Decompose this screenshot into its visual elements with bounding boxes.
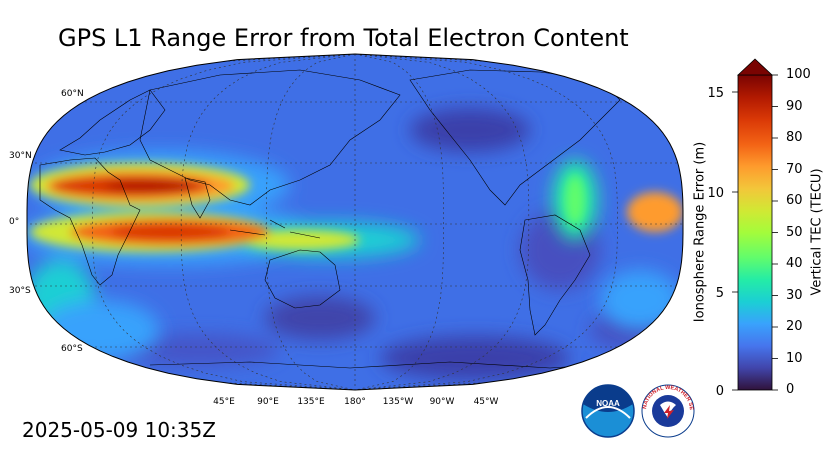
tec-tick-label: 30 [786, 287, 803, 303]
tec-tick-label: 50 [786, 224, 803, 240]
longitude-gridline [92, 54, 356, 390]
lon-label-90w: 90°W [429, 397, 455, 407]
lon-label-135e: 135°E [297, 397, 325, 407]
map-boundary [26, 53, 684, 391]
europe-coastline [59, 89, 166, 156]
tec-axis-label: Vertical TEC (TECU) [809, 168, 825, 296]
longitude-gridline [266, 54, 356, 390]
range-error-tick: 15 [707, 86, 724, 101]
lat-label-30s: 30°S [9, 286, 31, 296]
lat-label-30n: 30°N [9, 151, 32, 161]
africa-coastline [39, 157, 141, 286]
tec-tick-label: 20 [786, 319, 803, 334]
tec-tick-label: 70 [786, 161, 803, 177]
colorbar-left-ticks [732, 91, 738, 391]
page-title: GPS L1 Range Error from Total Electron C… [58, 24, 629, 52]
australia-coastline [264, 249, 341, 309]
tec-tick-label: 40 [786, 256, 803, 271]
noaa-logo: NOAA [581, 384, 635, 438]
colorbar-right-ticks [772, 74, 778, 391]
longitude-gridline [180, 54, 356, 390]
tec-tick-label: 60 [786, 193, 803, 208]
lon-label-180: 180° [344, 397, 366, 407]
timestamp: 2025-05-09 10:35Z [22, 418, 216, 442]
longitude-gridline [354, 54, 618, 390]
range-error-tick: 10 [707, 186, 724, 201]
longitude-gridline [354, 54, 530, 390]
lon-label-90e: 90°E [257, 397, 279, 407]
asia-coastline [139, 69, 401, 206]
lat-label-60s: 60°S [61, 344, 83, 354]
noaa-logo-text: NOAA [596, 399, 620, 408]
tec-tick-label: 100 [786, 67, 811, 82]
lon-label-45e: 45°E [213, 397, 235, 407]
high-tec-regions [30, 163, 683, 252]
tec-tick-label: 0 [786, 382, 795, 397]
tec-tick-label: 90 [786, 98, 803, 114]
tec-tick-label: 80 [786, 130, 803, 145]
lat-label-0: 0° [9, 217, 20, 227]
tec-tick-label: 10 [786, 350, 803, 366]
south-america-coastline [519, 214, 591, 336]
colorbar [732, 58, 778, 391]
colorbar-gradient [737, 74, 773, 391]
range-error-tick: 0 [715, 384, 724, 399]
lon-label-135w: 135°W [382, 397, 414, 407]
colorbar-extend-arrow [736, 58, 774, 76]
range-error-tick: 5 [715, 286, 724, 301]
tec-field [27, 54, 683, 390]
longitude-gridline [354, 54, 444, 390]
lat-label-60n: 60°N [61, 89, 84, 99]
lon-label-45w: 45°W [473, 397, 499, 407]
indonesia-coastline [229, 219, 321, 239]
india-coastline [184, 177, 211, 219]
